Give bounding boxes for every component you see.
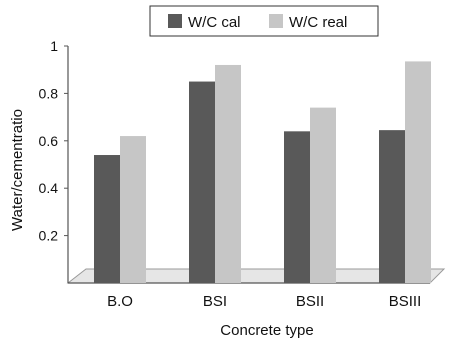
x-category-label: BSI (203, 293, 227, 310)
y-tick-label: 1 (50, 38, 58, 54)
legend-swatch (168, 14, 182, 28)
x-category-label: B.O (107, 293, 133, 310)
y-tick-label: 0.6 (39, 133, 59, 149)
legend-box (149, 5, 379, 37)
bar-w-c-real-bsiii (405, 61, 431, 283)
y-tick-label: 0.8 (39, 85, 59, 101)
bar-w-c-real-bsii (310, 107, 336, 284)
bar-w-c-cal-bsi (189, 81, 215, 283)
y-tick-label: 0.4 (39, 180, 59, 196)
bar-w-c-cal-b-o (94, 155, 120, 283)
legend-label: W/C cal (188, 14, 241, 31)
bar-w-c-cal-bsii (284, 131, 310, 283)
y-axis-title: Water/cementratio (9, 109, 26, 231)
x-category-label: BSIII (389, 293, 422, 310)
legend-swatch (269, 14, 283, 28)
legend: W/C cal W/C real (149, 5, 379, 37)
bar-w-c-cal-bsiii (379, 130, 405, 283)
x-category-label: BSII (296, 293, 324, 310)
bar-w-c-real-bsi (215, 64, 241, 284)
y-tick-label: 0.2 (39, 228, 59, 244)
legend-label: W/C real (289, 14, 347, 31)
x-axis-title: Concrete type (220, 322, 313, 339)
bar-w-c-real-b-o (120, 136, 146, 283)
